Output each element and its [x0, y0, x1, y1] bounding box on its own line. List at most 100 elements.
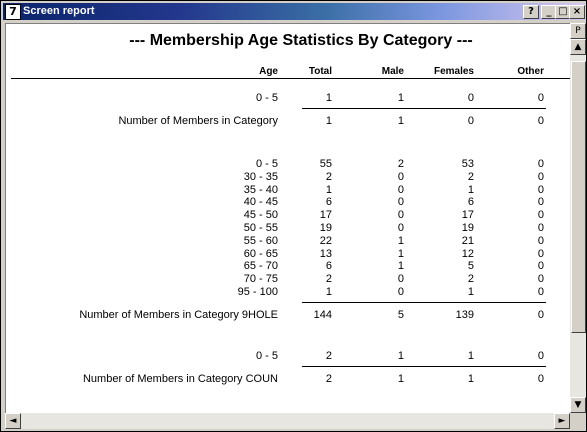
cell-total: 1 [325, 92, 332, 104]
scrollbar-corner [570, 413, 586, 429]
cell-females: 17 [461, 209, 474, 221]
help-button[interactable]: ? [523, 5, 539, 19]
cell-other: 0 [537, 196, 544, 208]
cell-age: 0 - 5 [255, 350, 278, 362]
cell-other: 0 [537, 248, 544, 260]
cell-females: 2 [467, 273, 474, 285]
cell-other: 0 [537, 260, 544, 272]
summary-females: 0 [467, 115, 474, 127]
cell-other: 0 [537, 171, 544, 183]
cell-females: 1 [467, 184, 474, 196]
horizontal-scrollbar[interactable]: ◄ ► [5, 413, 570, 429]
window-title: Screen report [23, 5, 95, 17]
summary-rule [302, 302, 546, 303]
header-rule [11, 78, 571, 79]
column-header-total: Total [308, 66, 332, 77]
cell-other: 0 [537, 158, 544, 170]
cell-age: 95 - 100 [237, 286, 278, 298]
summary-other: 0 [537, 373, 544, 385]
cell-other: 0 [537, 184, 544, 196]
cell-other: 0 [537, 222, 544, 234]
summary-rule [302, 108, 546, 109]
category-summary-label: Number of Members in Category 9HOLE [79, 309, 278, 321]
cell-male: 0 [397, 286, 404, 298]
scroll-up-arrow-icon[interactable]: ▲ [570, 39, 586, 55]
scroll-left-arrow-icon[interactable]: ◄ [5, 413, 21, 429]
vertical-scrollbar[interactable]: P ▲ ▼ [570, 23, 586, 413]
cell-male: 0 [397, 222, 404, 234]
cell-other: 0 [537, 350, 544, 362]
summary-rule [302, 366, 546, 367]
summary-females: 1 [467, 373, 474, 385]
summary-male: 1 [397, 373, 404, 385]
cell-total: 22 [319, 235, 332, 247]
cell-total: 55 [319, 158, 332, 170]
summary-male: 5 [397, 309, 404, 321]
cell-total: 17 [319, 209, 332, 221]
cell-age: 60 - 65 [243, 248, 278, 260]
cell-age: 55 - 60 [243, 235, 278, 247]
cell-age: 50 - 55 [243, 222, 278, 234]
cell-male: 1 [397, 260, 404, 272]
cell-male: 1 [397, 235, 404, 247]
summary-females: 139 [455, 309, 474, 321]
cell-total: 1 [325, 286, 332, 298]
cell-male: 2 [397, 158, 404, 170]
cell-females: 5 [467, 260, 474, 272]
cell-total: 6 [325, 196, 332, 208]
cell-total: 19 [319, 222, 332, 234]
scroll-down-arrow-icon[interactable]: ▼ [570, 397, 586, 413]
cell-females: 6 [467, 196, 474, 208]
report-content: --- Membership Age Statistics By Categor… [5, 23, 571, 414]
close-button[interactable]: × [569, 5, 585, 19]
summary-male: 1 [397, 115, 404, 127]
cell-females: 1 [467, 350, 474, 362]
summary-total: 1 [325, 115, 332, 127]
cell-females: 0 [467, 92, 474, 104]
cell-age: 0 - 5 [255, 158, 278, 170]
column-header-male: Male [381, 66, 404, 77]
cell-age: 35 - 40 [243, 184, 278, 196]
cell-total: 1 [325, 184, 332, 196]
cell-male: 1 [397, 248, 404, 260]
cell-male: 0 [397, 196, 404, 208]
cell-male: 0 [397, 209, 404, 221]
cell-age: 30 - 35 [243, 171, 278, 183]
cell-male: 1 [397, 92, 404, 104]
vertical-scroll-thumb[interactable] [571, 61, 586, 333]
cell-total: 6 [325, 260, 332, 272]
title-bar[interactable]: 7 Screen report ? _ □ × [3, 3, 585, 20]
top-marker[interactable]: P [570, 23, 586, 39]
cell-age: 0 - 5 [255, 92, 278, 104]
cell-other: 0 [537, 209, 544, 221]
report-title: --- Membership Age Statistics By Categor… [129, 32, 473, 49]
cell-females: 21 [461, 235, 474, 247]
cell-male: 0 [397, 273, 404, 285]
cell-females: 2 [467, 171, 474, 183]
cell-age: 70 - 75 [243, 273, 278, 285]
column-header-other: Other [517, 66, 544, 77]
column-header-females: Females [433, 66, 474, 77]
summary-total: 144 [313, 309, 332, 321]
cell-females: 12 [461, 248, 474, 260]
cell-male: 0 [397, 184, 404, 196]
cell-females: 19 [461, 222, 474, 234]
cell-total: 2 [325, 273, 332, 285]
cell-age: 45 - 50 [243, 209, 278, 221]
app-icon[interactable]: 7 [5, 4, 21, 20]
category-summary-label: Number of Members in Category COUN [82, 373, 278, 385]
cell-other: 0 [537, 286, 544, 298]
summary-other: 0 [537, 115, 544, 127]
cell-male: 1 [397, 350, 404, 362]
cell-total: 2 [325, 171, 332, 183]
cell-age: 40 - 45 [243, 196, 278, 208]
cell-male: 0 [397, 171, 404, 183]
cell-other: 0 [537, 235, 544, 247]
summary-total: 2 [325, 373, 332, 385]
cell-females: 53 [461, 158, 474, 170]
cell-other: 0 [537, 273, 544, 285]
cell-age: 65 - 70 [243, 260, 278, 272]
scroll-right-arrow-icon[interactable]: ► [554, 413, 570, 429]
summary-other: 0 [537, 309, 544, 321]
